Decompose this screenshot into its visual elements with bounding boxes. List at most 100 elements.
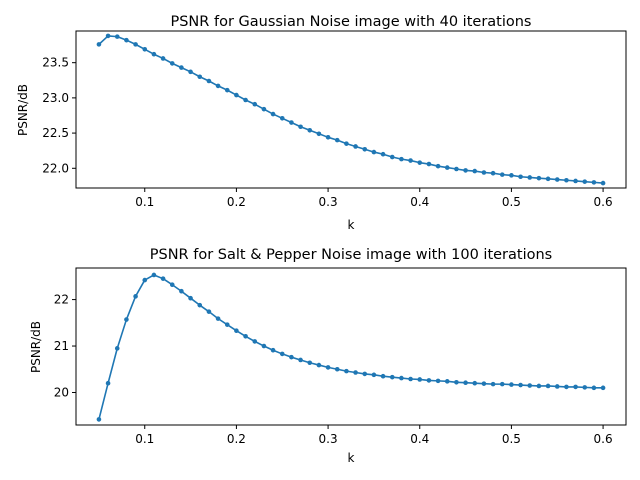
x-axis-label: k <box>348 451 355 465</box>
data-point <box>454 166 459 172</box>
data-point <box>252 101 258 107</box>
y-tick-label: 20 <box>54 385 69 399</box>
data-point <box>197 302 203 308</box>
axes-frame <box>75 267 627 426</box>
data-point <box>215 83 221 89</box>
x-tick-label: 0.4 <box>410 195 429 209</box>
data-point <box>270 347 276 353</box>
data-point <box>243 333 248 339</box>
data-point <box>261 343 267 349</box>
data-point <box>334 137 340 143</box>
data-point <box>224 322 230 327</box>
data-point <box>573 178 578 184</box>
y-tick-label: 22.5 <box>42 126 69 140</box>
x-tick-label: 0.2 <box>227 195 246 209</box>
data-point <box>133 294 138 299</box>
y-tick-label: 22 <box>54 293 69 307</box>
data-point <box>417 377 423 382</box>
data-point <box>545 176 551 182</box>
data-point <box>151 272 157 278</box>
data-point <box>124 37 129 43</box>
data-point <box>289 354 294 360</box>
data-point <box>316 131 322 137</box>
data-point <box>600 385 606 391</box>
data-point <box>206 78 212 84</box>
data-point <box>279 351 285 357</box>
data-point <box>600 180 606 186</box>
data-point <box>499 381 505 387</box>
data-point <box>298 124 303 130</box>
y-axis-label: PSNR/dB <box>29 321 43 373</box>
data-point <box>179 65 184 70</box>
data-point <box>206 309 212 314</box>
data-point <box>96 42 102 47</box>
data-point <box>554 177 560 182</box>
data-point <box>399 375 404 381</box>
data-point <box>444 165 450 170</box>
data-point <box>371 372 377 378</box>
data-point <box>536 383 542 389</box>
data-point <box>334 366 340 372</box>
data-point <box>353 370 358 375</box>
data-point <box>463 380 468 386</box>
data-point <box>408 376 413 382</box>
data-point <box>426 378 432 383</box>
y-tick-label: 22.0 <box>42 161 69 175</box>
data-point <box>298 357 303 363</box>
data-point <box>114 346 120 351</box>
data-point <box>518 382 523 388</box>
data-point <box>169 282 175 288</box>
data-point <box>96 417 102 422</box>
x-tick-label: 0.6 <box>594 432 613 446</box>
x-tick-label: 0.2 <box>227 432 246 446</box>
data-point <box>234 92 239 98</box>
gaussian-psnr-chart: PSNR for Gaussian Noise image with 40 it… <box>16 14 627 232</box>
data-point <box>527 175 533 180</box>
data-point <box>582 385 588 390</box>
data-point <box>435 378 441 384</box>
x-tick-label: 0.3 <box>319 432 338 446</box>
data-point <box>151 51 157 57</box>
data-point <box>169 61 175 66</box>
data-point <box>261 106 267 112</box>
data-point <box>215 316 221 321</box>
data-point <box>307 360 313 366</box>
data-point <box>454 379 459 385</box>
data-point <box>573 384 578 390</box>
data-point <box>279 116 285 121</box>
data-point <box>536 175 542 181</box>
data-point <box>527 383 533 388</box>
data-point <box>554 384 560 389</box>
data-point <box>179 288 184 294</box>
data-point <box>591 180 597 185</box>
data-point <box>243 97 248 103</box>
data-point <box>197 74 203 80</box>
salt-pepper-psnr-chart: PSNR for Salt & Pepper Noise image with … <box>29 247 627 465</box>
data-point <box>124 317 129 322</box>
data-point <box>160 56 166 61</box>
data-point <box>252 339 258 344</box>
data-point <box>472 168 478 174</box>
data-point <box>105 380 111 386</box>
data-point <box>380 373 386 379</box>
data-point <box>499 172 505 177</box>
y-axis-label: PSNR/dB <box>16 84 30 136</box>
data-point <box>188 295 193 301</box>
data-point <box>591 385 597 391</box>
data-point <box>426 161 432 167</box>
data-point <box>472 380 478 386</box>
data-point <box>399 156 404 162</box>
data-point <box>142 277 148 283</box>
data-point <box>380 151 386 157</box>
data-point <box>490 170 496 176</box>
x-tick-label: 0.3 <box>319 195 338 209</box>
x-tick-label: 0.5 <box>502 432 521 446</box>
x-axis-label: k <box>348 218 355 232</box>
data-point <box>307 127 313 133</box>
data-point <box>481 170 487 175</box>
data-point <box>188 69 193 75</box>
data-point <box>344 368 349 374</box>
plot-area: 0.1 0.2 0.3 0.4 0.5 0.6 22.0 22.5 23.0 23.5 <box>42 30 627 209</box>
data-point <box>545 383 551 389</box>
